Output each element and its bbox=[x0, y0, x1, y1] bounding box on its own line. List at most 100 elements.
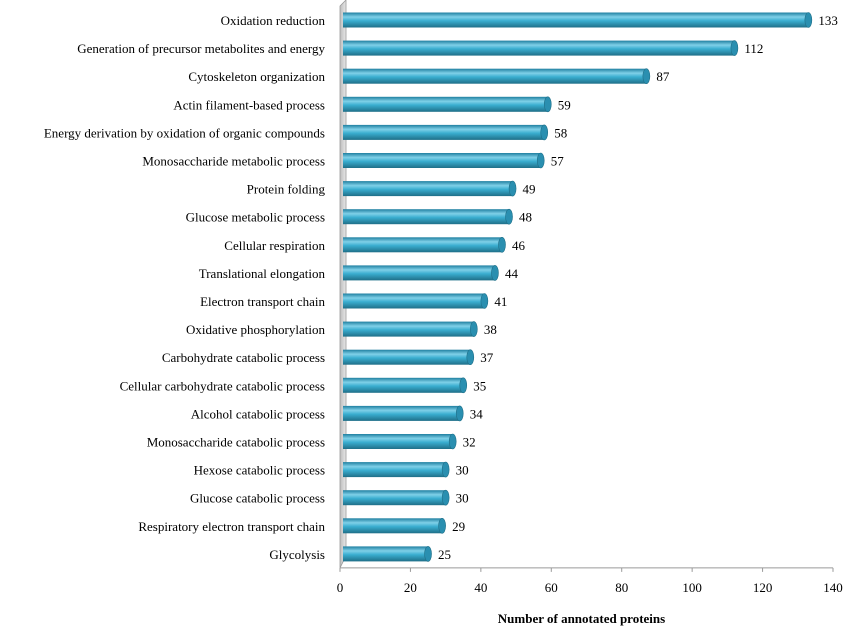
bar-body bbox=[343, 68, 647, 84]
bars bbox=[343, 12, 813, 562]
bar-body bbox=[343, 181, 513, 197]
data-label: 30 bbox=[456, 463, 469, 478]
plot-side-wall bbox=[339, 0, 347, 569]
data-label: 133 bbox=[818, 13, 838, 28]
bar-end-cap bbox=[424, 546, 432, 562]
bar-body bbox=[343, 237, 502, 253]
x-tick-label: 0 bbox=[337, 580, 344, 595]
data-label: 59 bbox=[558, 97, 571, 112]
bar-end-cap bbox=[470, 321, 478, 337]
x-tick-label: 100 bbox=[682, 580, 702, 595]
category-label: Generation of precursor metabolites and … bbox=[77, 41, 325, 56]
category-label: Electron transport chain bbox=[200, 294, 325, 309]
bar-end-cap bbox=[642, 68, 651, 84]
bar-end-cap bbox=[498, 237, 506, 253]
bar bbox=[343, 208, 513, 225]
category-label: Oxidative phosphorylation bbox=[186, 322, 326, 337]
data-labels: 133 112 87 59 58 57 49 48 46 44 41 38 37 35 34 32 30 30 29… bbox=[438, 13, 838, 562]
bar-body bbox=[343, 209, 510, 225]
bar bbox=[343, 349, 475, 366]
category-label: Cellular carbohydrate catabolic process bbox=[120, 378, 325, 393]
bar-body bbox=[343, 434, 453, 449]
bar bbox=[343, 237, 506, 253]
bar bbox=[343, 546, 432, 562]
category-label: Monosaccharide catabolic process bbox=[147, 435, 325, 450]
plot-back-wall bbox=[339, 0, 833, 569]
bar-end-cap bbox=[441, 489, 450, 506]
category-label: Cellular respiration bbox=[224, 238, 325, 253]
data-label: 87 bbox=[656, 69, 670, 84]
x-tick-label: 20 bbox=[404, 580, 417, 595]
bar bbox=[343, 293, 489, 309]
x-axis-title: Number of annotated proteins bbox=[498, 611, 665, 626]
bar-end-cap bbox=[730, 40, 739, 56]
bar-end-cap bbox=[543, 96, 552, 113]
bar-body bbox=[343, 12, 809, 28]
data-label: 32 bbox=[463, 435, 476, 450]
data-label: 35 bbox=[473, 378, 486, 393]
bar-body bbox=[343, 96, 548, 112]
category-label: Monosaccharide metabolic process bbox=[142, 154, 325, 169]
bar bbox=[343, 12, 813, 28]
bar-body bbox=[343, 293, 485, 309]
bar-body bbox=[343, 546, 429, 562]
bar-end-cap bbox=[480, 293, 489, 309]
data-label: 48 bbox=[519, 210, 532, 225]
bar-end-cap bbox=[448, 433, 457, 450]
data-label: 29 bbox=[452, 519, 465, 534]
category-label: Translational elongation bbox=[199, 266, 326, 281]
bar bbox=[343, 461, 450, 478]
bar bbox=[343, 40, 739, 56]
data-label: 46 bbox=[512, 238, 526, 253]
data-label: 37 bbox=[480, 350, 494, 365]
bar-end-cap bbox=[438, 517, 446, 534]
category-label: Energy derivation by oxidation of organi… bbox=[44, 125, 325, 140]
category-label: Hexose catabolic process bbox=[194, 463, 325, 478]
bar bbox=[343, 377, 468, 394]
bar bbox=[343, 96, 552, 113]
data-label: 112 bbox=[744, 41, 763, 56]
x-tick-label: 140 bbox=[823, 580, 843, 595]
data-label: 57 bbox=[551, 154, 565, 169]
x-tick-label: 120 bbox=[753, 580, 773, 595]
bar-end-cap bbox=[536, 152, 545, 169]
bar-body bbox=[343, 153, 541, 168]
bar-end-cap bbox=[491, 265, 499, 281]
category-label: Glucose catabolic process bbox=[190, 491, 325, 506]
bar-body bbox=[343, 518, 443, 534]
bar-end-cap bbox=[505, 208, 513, 225]
bar bbox=[343, 489, 450, 506]
category-label: Respiratory electron transport chain bbox=[138, 519, 325, 534]
bar-body bbox=[343, 124, 545, 140]
category-labels: Oxidation reduction Generation of precurs… bbox=[44, 13, 326, 562]
bar bbox=[343, 152, 545, 169]
data-label: 25 bbox=[438, 547, 451, 562]
data-label: 38 bbox=[484, 322, 497, 337]
bar bbox=[343, 433, 457, 450]
bar-body bbox=[343, 40, 735, 56]
bar-body bbox=[343, 490, 446, 506]
bar-body bbox=[343, 377, 464, 393]
bar-body bbox=[343, 321, 474, 337]
bar bbox=[343, 321, 478, 337]
category-label: Carbohydrate catabolic process bbox=[162, 350, 325, 365]
bar-body bbox=[343, 462, 446, 478]
x-axis: 0 20 40 60 80 100 120 140 bbox=[337, 567, 843, 595]
category-label: Glucose metabolic process bbox=[186, 210, 325, 225]
bar-body bbox=[343, 349, 471, 365]
bar-end-cap bbox=[441, 461, 450, 478]
bar bbox=[343, 124, 549, 141]
bar-end-cap bbox=[455, 405, 464, 422]
bar-end-cap bbox=[804, 12, 813, 28]
category-label: Actin filament-based process bbox=[173, 97, 325, 112]
category-label: Alcohol catabolic process bbox=[191, 406, 325, 421]
x-tick-label: 60 bbox=[545, 580, 558, 595]
bar-body bbox=[343, 265, 495, 281]
category-label: Cytoskeleton organization bbox=[188, 69, 325, 84]
bar-body bbox=[343, 405, 460, 421]
bar-end-cap bbox=[508, 180, 517, 197]
bar-end-cap bbox=[466, 349, 475, 366]
category-label: Oxidation reduction bbox=[221, 13, 326, 28]
x-tick-label: 80 bbox=[615, 580, 628, 595]
